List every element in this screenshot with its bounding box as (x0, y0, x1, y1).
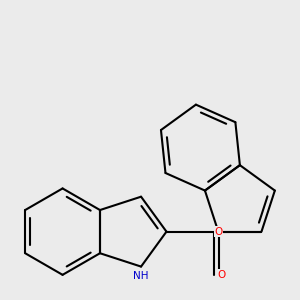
Text: O: O (214, 226, 222, 237)
Text: O: O (217, 270, 225, 280)
Text: NH: NH (133, 271, 149, 281)
